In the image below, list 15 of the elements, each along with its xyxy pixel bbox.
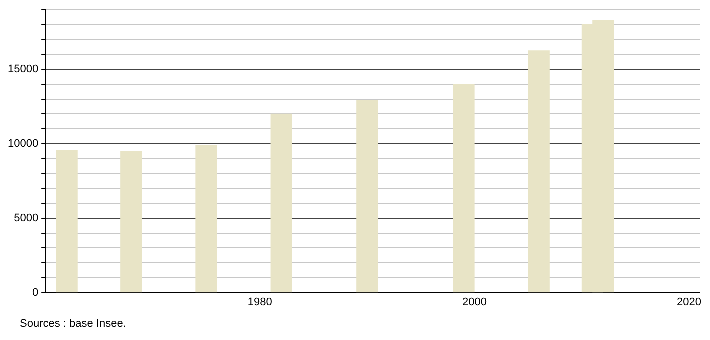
bar bbox=[56, 150, 78, 293]
y-tick-label: 0 bbox=[32, 286, 39, 299]
bar bbox=[356, 100, 378, 293]
x-tick-label: 1980 bbox=[248, 296, 272, 308]
source-note: Sources : base Insee. bbox=[20, 318, 126, 330]
y-tick-label: 10000 bbox=[8, 138, 39, 150]
bar bbox=[453, 84, 475, 293]
bar bbox=[528, 50, 550, 293]
bar bbox=[120, 151, 142, 293]
y-tick-label: 15000 bbox=[8, 64, 39, 76]
bar bbox=[270, 114, 292, 293]
bar bbox=[196, 145, 218, 293]
y-tick-label: 5000 bbox=[14, 212, 39, 224]
x-tick-label: 2020 bbox=[677, 296, 702, 308]
x-tick-label: 2000 bbox=[462, 296, 487, 308]
